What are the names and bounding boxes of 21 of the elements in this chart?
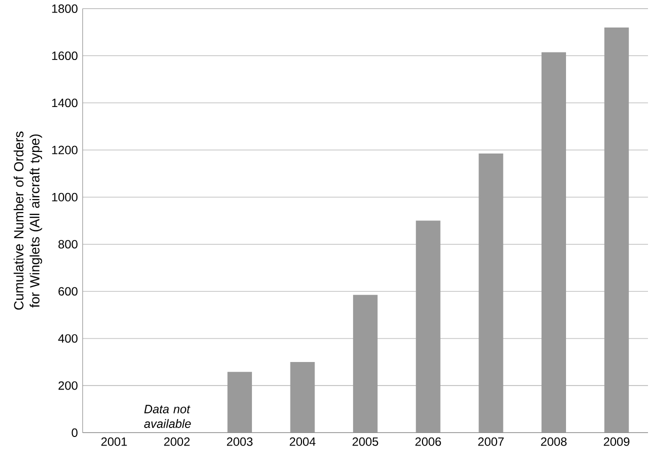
y-tick-label: 1800 — [52, 4, 78, 13]
x-tick-label: 2002 — [164, 437, 190, 446]
y-tick-label: 1400 — [52, 98, 78, 108]
x-tick-label: 2006 — [415, 437, 441, 446]
x-tick-label: 2007 — [478, 437, 504, 446]
y-tick-label: 1200 — [52, 146, 78, 154]
x-tick-label: 2008 — [541, 437, 567, 446]
y-tick-label: 200 — [58, 381, 78, 390]
y-axis-title: Cumulative Number of Orders for Winglets (All aircraft type) — [14, 132, 42, 310]
y-tick-label: 800 — [58, 240, 78, 248]
annotation: Data not available — [144, 404, 191, 428]
x-tick-label: 2004 — [290, 437, 316, 446]
x-tick-label: 2005 — [352, 437, 378, 446]
y-tick-label: 0 — [72, 428, 78, 437]
y-tick-label: 1000 — [52, 192, 78, 202]
y-tick-label: 1600 — [52, 52, 78, 60]
y-tick-label: 400 — [58, 334, 78, 343]
x-tick-label: 2009 — [604, 437, 630, 446]
x-tick-label: 2003 — [226, 437, 253, 446]
x-tick-label: 2001 — [101, 437, 127, 446]
y-tick-label: 600 — [58, 287, 78, 296]
